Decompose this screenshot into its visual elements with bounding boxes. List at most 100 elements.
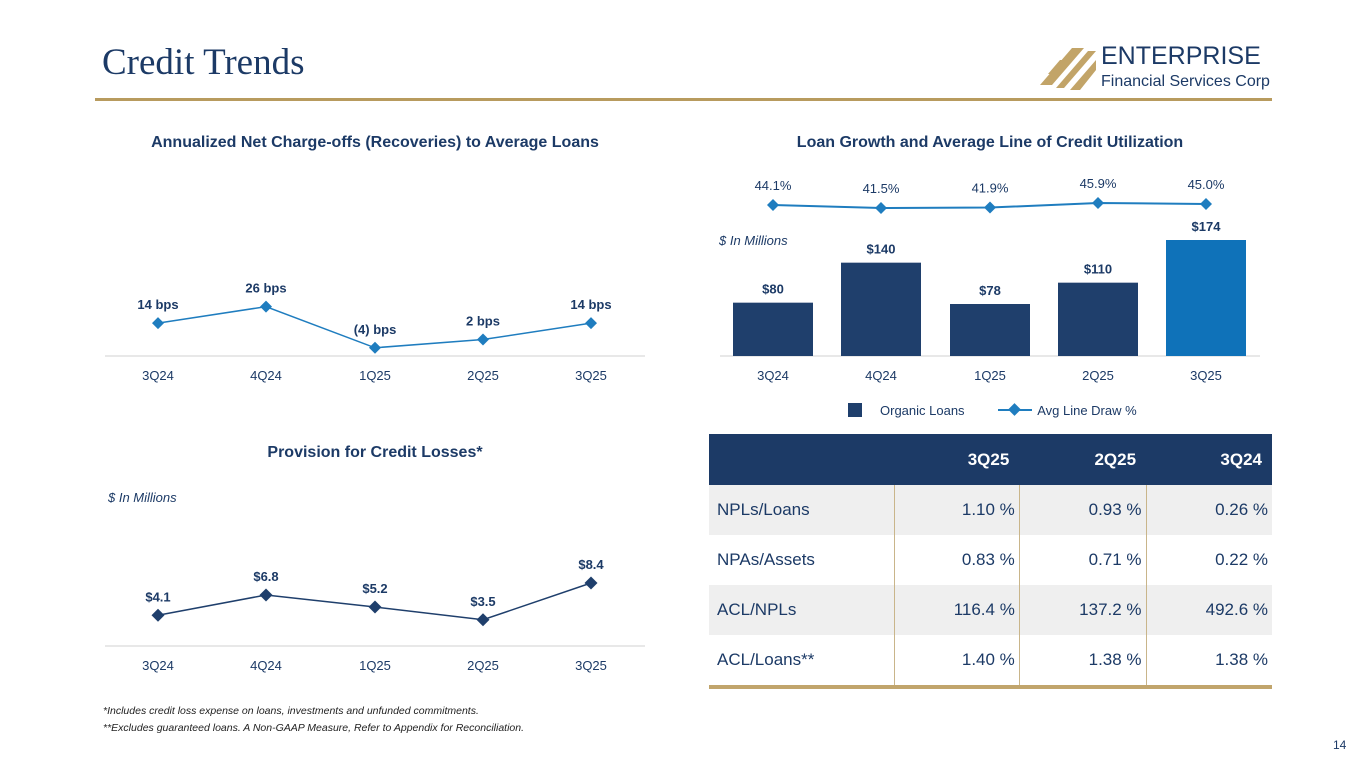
ncos-point-marker	[152, 317, 164, 330]
x-tick-label: 3Q25	[575, 368, 607, 383]
table-row: NPAs/Assets 0.83 % 0.71 % 0.22 %	[709, 535, 1272, 585]
title-divider	[95, 98, 1272, 101]
table-header-cell: 2Q25	[1019, 434, 1147, 485]
organic-loans-data-label: $80	[762, 282, 784, 297]
loan-growth-chart-title: Loan Growth and Average Line of Credit U…	[796, 134, 1184, 151]
table-row: ACL/NPLs 116.4 % 137.2 % 492.6 %	[709, 585, 1272, 635]
line-draw-legend-label: Avg Line Draw %	[1037, 403, 1137, 418]
table-cell: 1.38 %	[1018, 635, 1147, 689]
ncos-chart-title: Annualized Net Charge-offs (Recoveries) …	[151, 134, 599, 151]
page-number: 14	[1333, 738, 1347, 752]
x-tick-label: 4Q24	[865, 368, 897, 383]
provision-point-marker	[476, 613, 490, 627]
table-cell: 1.40 %	[894, 635, 1020, 689]
x-tick-label: 1Q25	[359, 658, 391, 673]
provision-chart: $4.1 $6.8 $5.2 $3.5 $8.4 3Q24 4Q24 1Q25 2Q25 3Q2…	[105, 557, 645, 673]
ncos-point-marker	[369, 341, 381, 354]
table-row: ACL/Loans** 1.40 % 1.38 % 1.38 %	[709, 635, 1272, 689]
line-draw-point-marker	[767, 199, 779, 212]
line-draw-data-label: 41.5%	[863, 181, 900, 196]
ncos-chart: 14 bps 26 bps (4) bps 2 bps 14 bps 3Q24 4Q24 1…	[105, 281, 645, 383]
x-tick-label: 2Q25	[1082, 368, 1114, 383]
row-label: NPAs/Assets	[717, 550, 815, 569]
loan-growth-legend: Organic Loans Avg Line Draw %	[848, 403, 1137, 418]
row-label: ACL/Loans**	[709, 635, 895, 689]
row-label: NPLs/Loans	[709, 485, 895, 535]
table-cell: 137.2 %	[1018, 585, 1147, 635]
line-draw-point-marker	[1200, 198, 1212, 211]
table-cell: 1.38 %	[1145, 635, 1272, 689]
table-header-cell: 3Q25	[894, 434, 1020, 485]
x-tick-label: 3Q24	[142, 658, 174, 673]
footnote: *Includes credit loss expense on loans, …	[103, 705, 479, 717]
organic-loans-data-label: $140	[867, 242, 896, 257]
line-draw-point-marker	[984, 201, 996, 214]
organic-loans-data-label: $110	[1084, 262, 1112, 277]
company-logo: ENTERPRISE Financial Services Corp	[1040, 42, 1270, 90]
provision-data-label: $8.4	[578, 557, 604, 572]
table-cell: 0.26 %	[1145, 485, 1272, 535]
footnotes: *Includes credit loss expense on loans, …	[103, 703, 524, 737]
provision-data-label: $5.2	[362, 581, 387, 596]
table-cell: 0.93 %	[1018, 485, 1147, 535]
table-header-row: 3Q25 2Q25 3Q24	[709, 434, 1272, 485]
x-tick-label: 4Q24	[250, 658, 282, 673]
ncos-data-label: 14 bps	[137, 297, 178, 312]
provision-units-label: $ In Millions	[108, 490, 177, 505]
table-header-cell	[709, 434, 895, 485]
provision-point-marker	[151, 608, 165, 622]
x-tick-label: 3Q25	[575, 658, 607, 673]
loan-growth-chart: $80 $140 $78 $110 $174 44.1% 41.5% 41.9% 45.9% 4…	[720, 176, 1260, 383]
x-tick-label: 2Q25	[467, 368, 499, 383]
organic-loans-data-label: $78	[979, 283, 1001, 298]
logo-mark-icon	[1040, 48, 1096, 90]
x-tick-label: 3Q24	[142, 368, 174, 383]
line-draw-data-label: 44.1%	[755, 178, 792, 193]
line-draw-data-label: 45.0%	[1188, 177, 1225, 192]
x-tick-label: 1Q25	[974, 368, 1006, 383]
line-draw-data-label: 41.9%	[972, 181, 1009, 196]
x-tick-label: 2Q25	[467, 658, 499, 673]
organic-loans-bar	[1058, 282, 1138, 356]
ncos-point-marker	[477, 333, 489, 346]
provision-data-label: $3.5	[470, 594, 495, 609]
x-tick-label: 3Q25	[1190, 368, 1222, 383]
table-cell: 0.83 %	[894, 535, 1020, 585]
line-draw-legend-marker	[998, 403, 1033, 417]
logo-subtitle: Financial Services Corp	[1101, 73, 1270, 90]
provision-point-marker	[584, 576, 598, 590]
organic-loans-data-label: $174	[1192, 219, 1222, 234]
page-title: Credit Trends	[102, 42, 305, 83]
logo-name: ENTERPRISE	[1101, 42, 1261, 70]
ncos-data-label: (4) bps	[354, 322, 397, 337]
organic-loans-bar	[950, 304, 1030, 356]
table-cell: 0.71 %	[1018, 535, 1147, 585]
ncos-data-label: 26 bps	[245, 281, 286, 296]
row-label: ACL/NPLs	[709, 585, 895, 635]
footnote: **Excludes guaranteed loans. A Non-GAAP …	[103, 722, 525, 734]
x-tick-label: 4Q24	[250, 368, 282, 383]
organic-loans-legend-swatch	[848, 403, 862, 417]
provision-data-label: $4.1	[145, 589, 170, 604]
organic-loans-bar	[1166, 240, 1246, 356]
table-cell: 116.4 %	[894, 585, 1020, 635]
credit-metrics-table: 3Q25 2Q25 3Q24 NPLs/Loans 1.10 % 0.93 % …	[709, 434, 1272, 689]
table-header-cell: 3Q24	[1146, 434, 1272, 485]
table-row: NPLs/Loans 1.10 % 0.93 % 0.26 %	[709, 485, 1272, 535]
ncos-data-label: 2 bps	[466, 314, 500, 329]
organic-loans-legend-label: Organic Loans	[880, 403, 965, 418]
provision-point-marker	[259, 588, 273, 602]
provision-data-label: $6.8	[253, 569, 278, 584]
ncos-point-marker	[260, 300, 272, 313]
ncos-data-label: 14 bps	[570, 297, 611, 312]
x-tick-label: 3Q24	[757, 368, 789, 383]
provision-point-marker	[368, 600, 382, 614]
organic-loans-bar	[733, 302, 813, 356]
table-cell: 0.22 %	[1145, 535, 1272, 585]
line-draw-data-label: 45.9%	[1080, 176, 1117, 191]
organic-loans-bar	[841, 262, 921, 356]
loan-growth-units-label: $ In Millions	[719, 233, 788, 248]
line-draw-point-marker	[875, 202, 887, 214]
table-cell: 1.10 %	[894, 485, 1020, 535]
ncos-point-marker	[585, 317, 597, 330]
